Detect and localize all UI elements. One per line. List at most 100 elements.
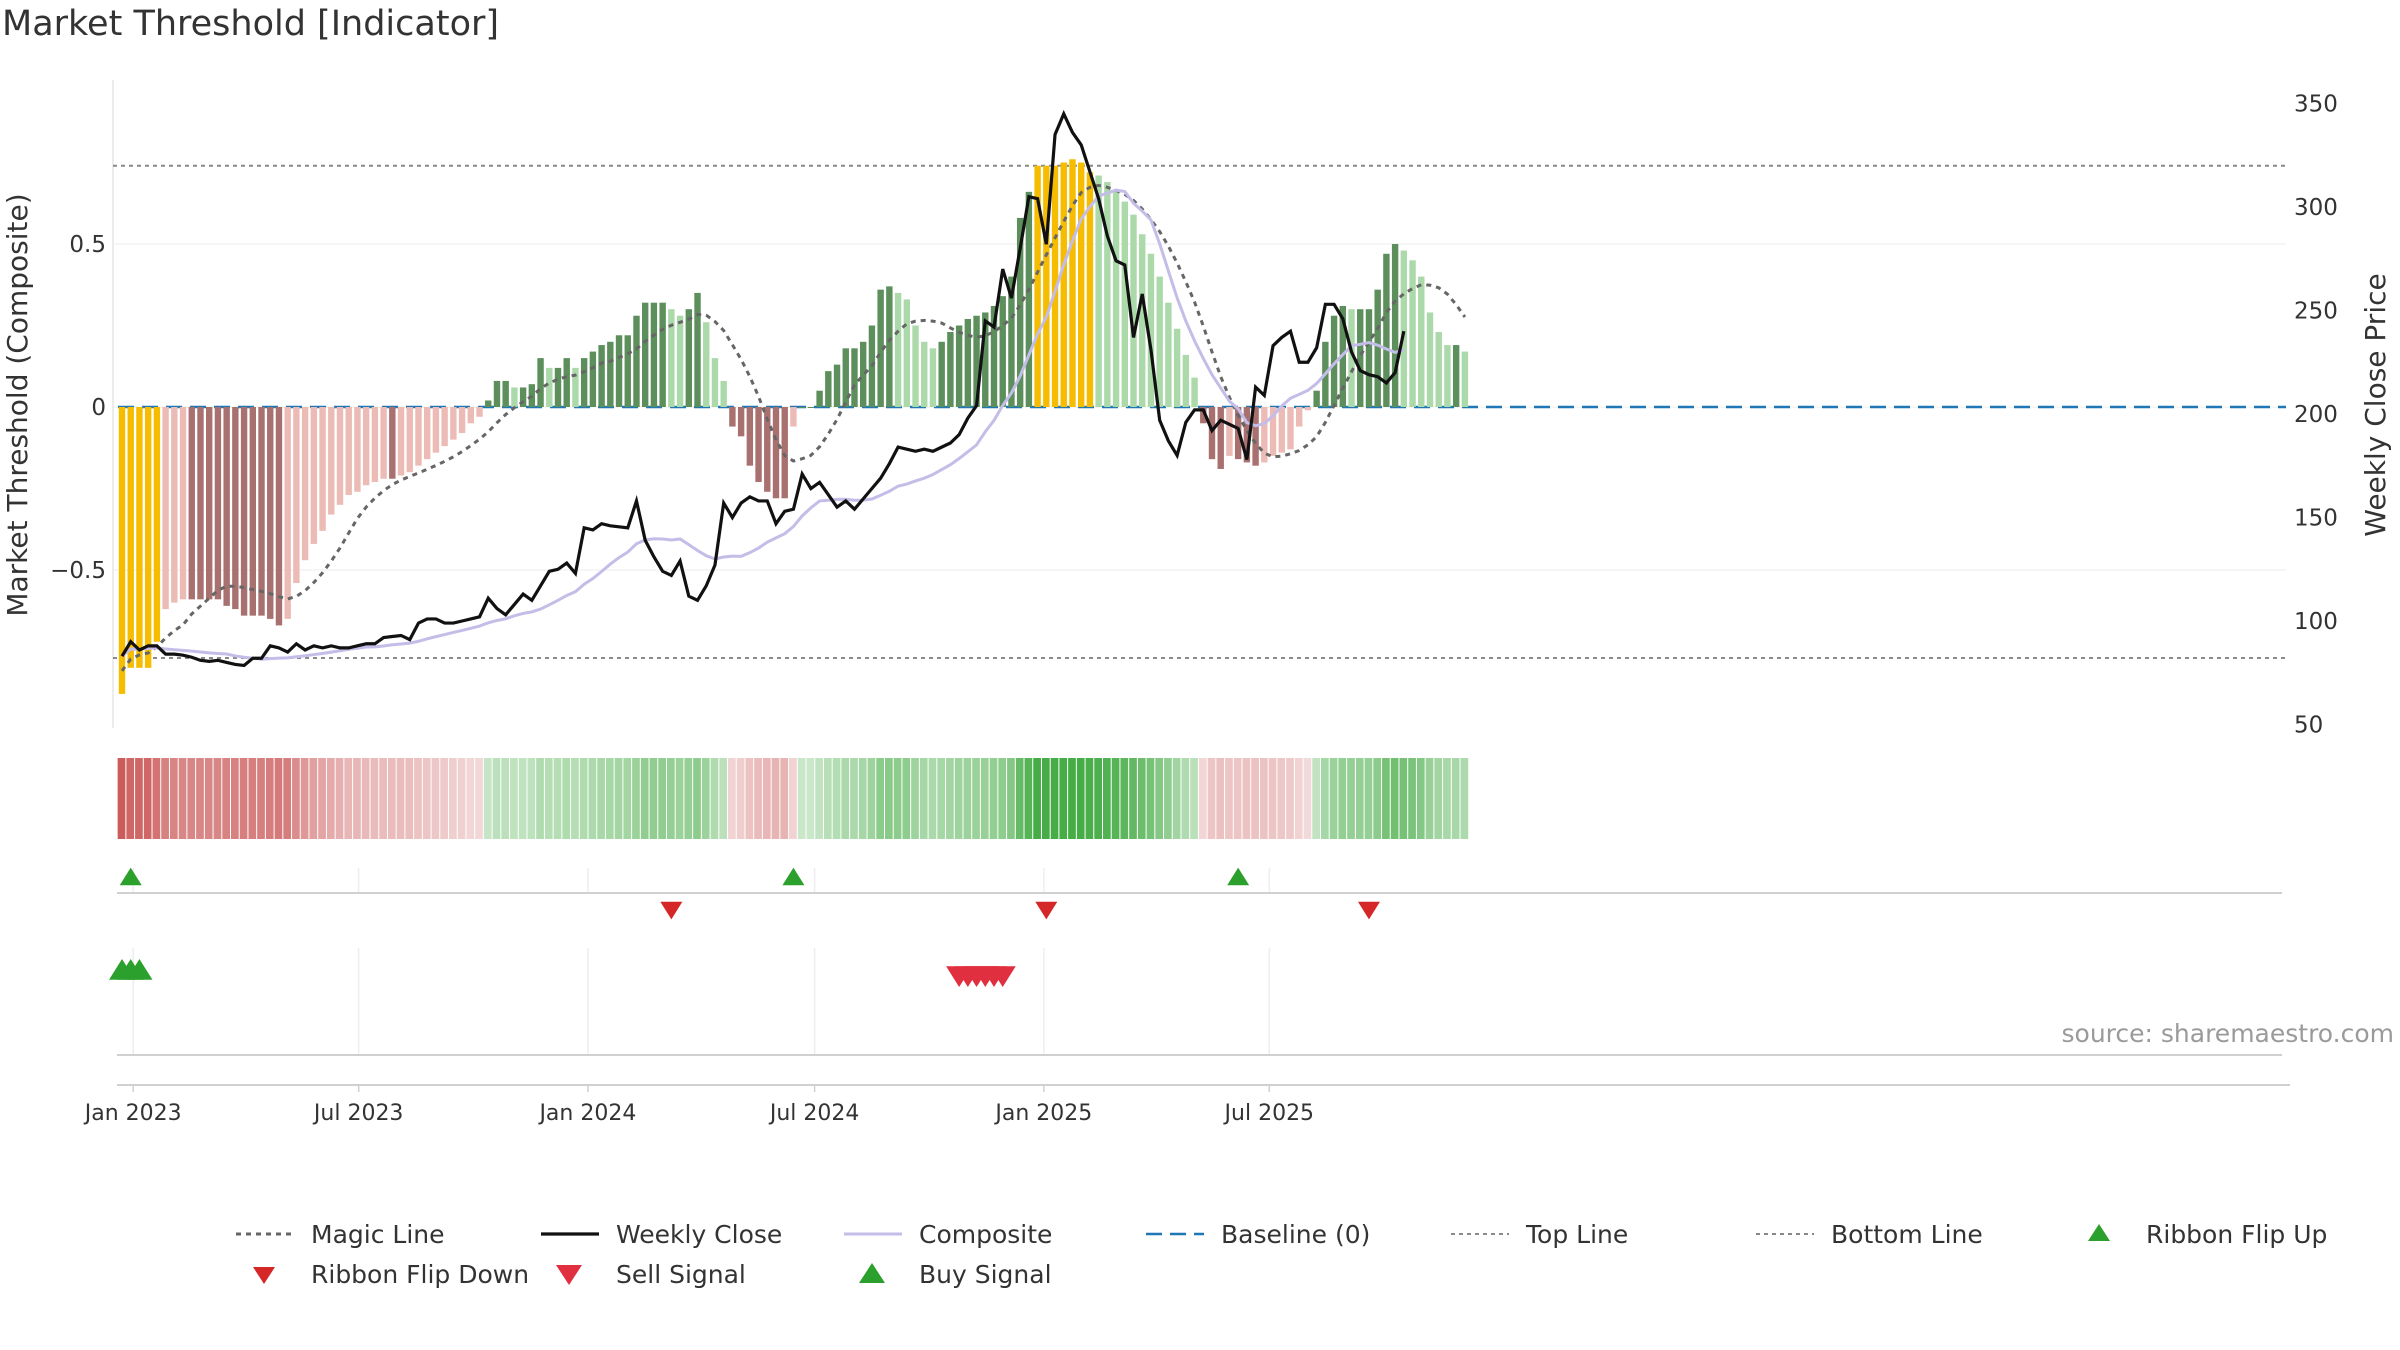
ribbon-cell [440, 758, 448, 839]
composite-bar [642, 302, 649, 407]
ribbon-cell [605, 758, 614, 839]
composite-bar [1348, 309, 1355, 407]
composite-bar [1313, 390, 1320, 407]
composite-bar [676, 315, 684, 407]
composite-bar [275, 407, 283, 626]
composite-bar [816, 390, 823, 407]
composite-bar [694, 292, 701, 407]
ribbon-cell [1382, 758, 1390, 839]
ribbon-cell [640, 758, 649, 839]
legend-label: Bottom Line [1831, 1220, 1983, 1249]
composite-bar [973, 315, 980, 407]
ribbon-cell [806, 758, 815, 839]
ribbon-cell [893, 758, 902, 839]
ribbon-cell [1268, 758, 1277, 839]
composite-bar [267, 407, 274, 619]
ribbon-cell [963, 758, 972, 839]
ribbon-cell [1225, 758, 1233, 839]
ribbon-cell [1321, 758, 1329, 839]
ribbon-cell [562, 758, 571, 839]
ribbon-cell [1181, 758, 1190, 839]
composite-bar [1078, 162, 1085, 407]
composite-bar [1156, 276, 1163, 407]
right-axis-title: Weekly Close Price [2359, 273, 2392, 536]
ribbon-cell [536, 758, 544, 839]
ribbon-cell [902, 758, 911, 839]
ribbon-flip-down-marker [1035, 901, 1058, 920]
ribbon-cell [1137, 758, 1146, 839]
composite-bar [833, 364, 841, 407]
composite-bar [450, 407, 457, 440]
composite-bar [877, 289, 884, 407]
composite-bar [1112, 191, 1120, 407]
composite-bar [1182, 354, 1190, 407]
composite-bar [589, 351, 597, 407]
composite-bar [964, 318, 972, 407]
composite-bar [1147, 253, 1155, 407]
ribbon-cell [475, 758, 483, 839]
ribbon-cell [353, 758, 361, 839]
composite-bar [171, 407, 178, 603]
ribbon-cell [998, 758, 1007, 839]
right-tick-label: 350 [2294, 92, 2338, 118]
ribbon-cell [623, 758, 632, 839]
composite-bar [319, 407, 326, 531]
composite-bar [746, 407, 754, 466]
ribbon-cell [457, 758, 466, 839]
ribbon-cell [1120, 758, 1129, 839]
ribbon-cell [701, 758, 710, 839]
composite-bar [580, 358, 588, 407]
ribbon-cell [161, 758, 169, 839]
right-tick-label: 150 [2294, 506, 2338, 532]
composite-bar [1060, 162, 1067, 407]
ribbon-cell [1041, 758, 1050, 839]
composite-bar [424, 407, 431, 460]
ribbon-cell [222, 758, 230, 839]
ribbon-cell [1190, 758, 1198, 839]
ribbon-cell [579, 758, 588, 839]
ribbon-cell [126, 758, 135, 839]
x-tick-label: Jul 2025 [1223, 1101, 1315, 1126]
composite-bar [903, 299, 910, 407]
ribbon-cell [1443, 758, 1451, 839]
composite-bar [397, 407, 405, 476]
composite-bar [1391, 244, 1399, 407]
ribbon-cell [745, 758, 754, 839]
ribbon-cell [719, 758, 728, 839]
composite-bar [798, 407, 806, 408]
ribbon-cell [989, 758, 998, 839]
composite-bar [432, 407, 440, 453]
ribbon-cell [1329, 758, 1338, 839]
composite-bar [633, 315, 640, 407]
composite-bar [258, 407, 265, 616]
composite-bar [1435, 332, 1442, 407]
composite-bar [1383, 253, 1390, 407]
composite-bar [929, 348, 937, 407]
ribbon-cell [213, 758, 222, 839]
ribbon-cell [1294, 758, 1303, 839]
composite-bar [1418, 276, 1425, 407]
x-tick-label: Jul 2023 [312, 1101, 404, 1126]
ribbon-cell [1059, 758, 1068, 839]
composite-bar [737, 407, 745, 437]
ribbon-cell [850, 758, 858, 839]
ribbon-cell [1085, 758, 1094, 839]
composite-bar [886, 286, 893, 407]
ribbon-cell [1033, 758, 1041, 839]
ribbon-flip-up-marker [1227, 867, 1250, 886]
composite-bar [214, 407, 222, 600]
ribbon-cell [1434, 758, 1443, 839]
ribbon-flip-down-marker [1357, 901, 1380, 920]
source-note: source: sharemaestro.com [2061, 1019, 2395, 1048]
signal-panels [109, 867, 2290, 1086]
ribbon-cell [344, 758, 353, 839]
composite-bar [851, 348, 858, 407]
legend-label: Ribbon Flip Down [311, 1260, 529, 1289]
composite-bar [772, 407, 780, 499]
composite-bar [1208, 407, 1216, 460]
composite-bar [790, 407, 797, 427]
composite-bar [1452, 345, 1460, 407]
composite-bar [136, 407, 143, 668]
ribbon-cell [1408, 758, 1416, 839]
composite-bar [519, 387, 527, 407]
